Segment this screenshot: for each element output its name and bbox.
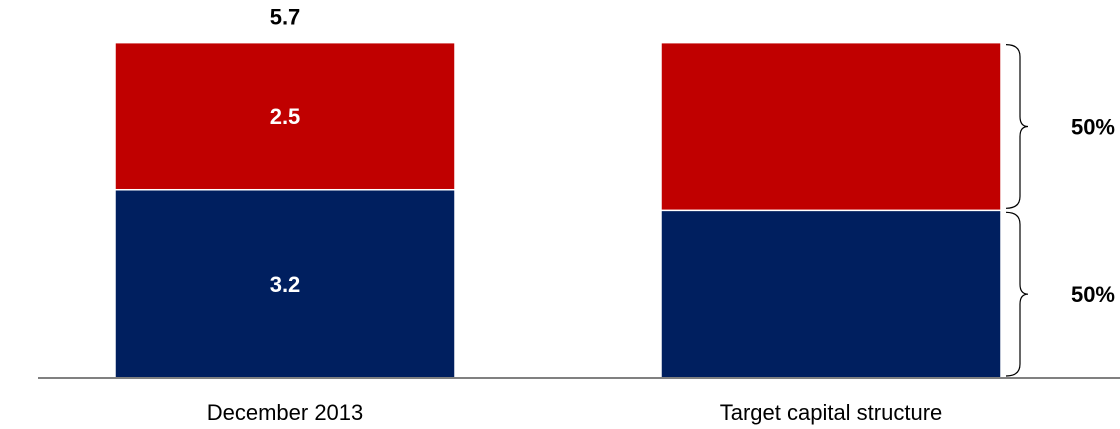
category-label: December 2013 bbox=[207, 400, 364, 425]
share-percent-label: 50% bbox=[1071, 282, 1115, 307]
labels-group: 3.2 2.5 5.7 December 2013 Target capital str… bbox=[207, 5, 943, 425]
category-label: Target capital structure bbox=[720, 400, 943, 425]
bar-segment bbox=[660, 41, 1002, 212]
bar-value-label: 3.2 bbox=[270, 272, 301, 297]
bar-segment bbox=[114, 188, 456, 379]
brace-icon bbox=[1005, 211, 1029, 377]
share-percent-label: 50% bbox=[1071, 114, 1115, 139]
bar-value-label: 2.5 bbox=[270, 104, 301, 129]
brace-icon bbox=[1005, 44, 1029, 209]
bar-segment bbox=[114, 41, 456, 191]
bars-group bbox=[114, 41, 1002, 379]
brackets-group: 50% 50% bbox=[1005, 44, 1115, 377]
bar-segment bbox=[660, 209, 1002, 379]
total-label: 5.7 bbox=[270, 5, 301, 30]
